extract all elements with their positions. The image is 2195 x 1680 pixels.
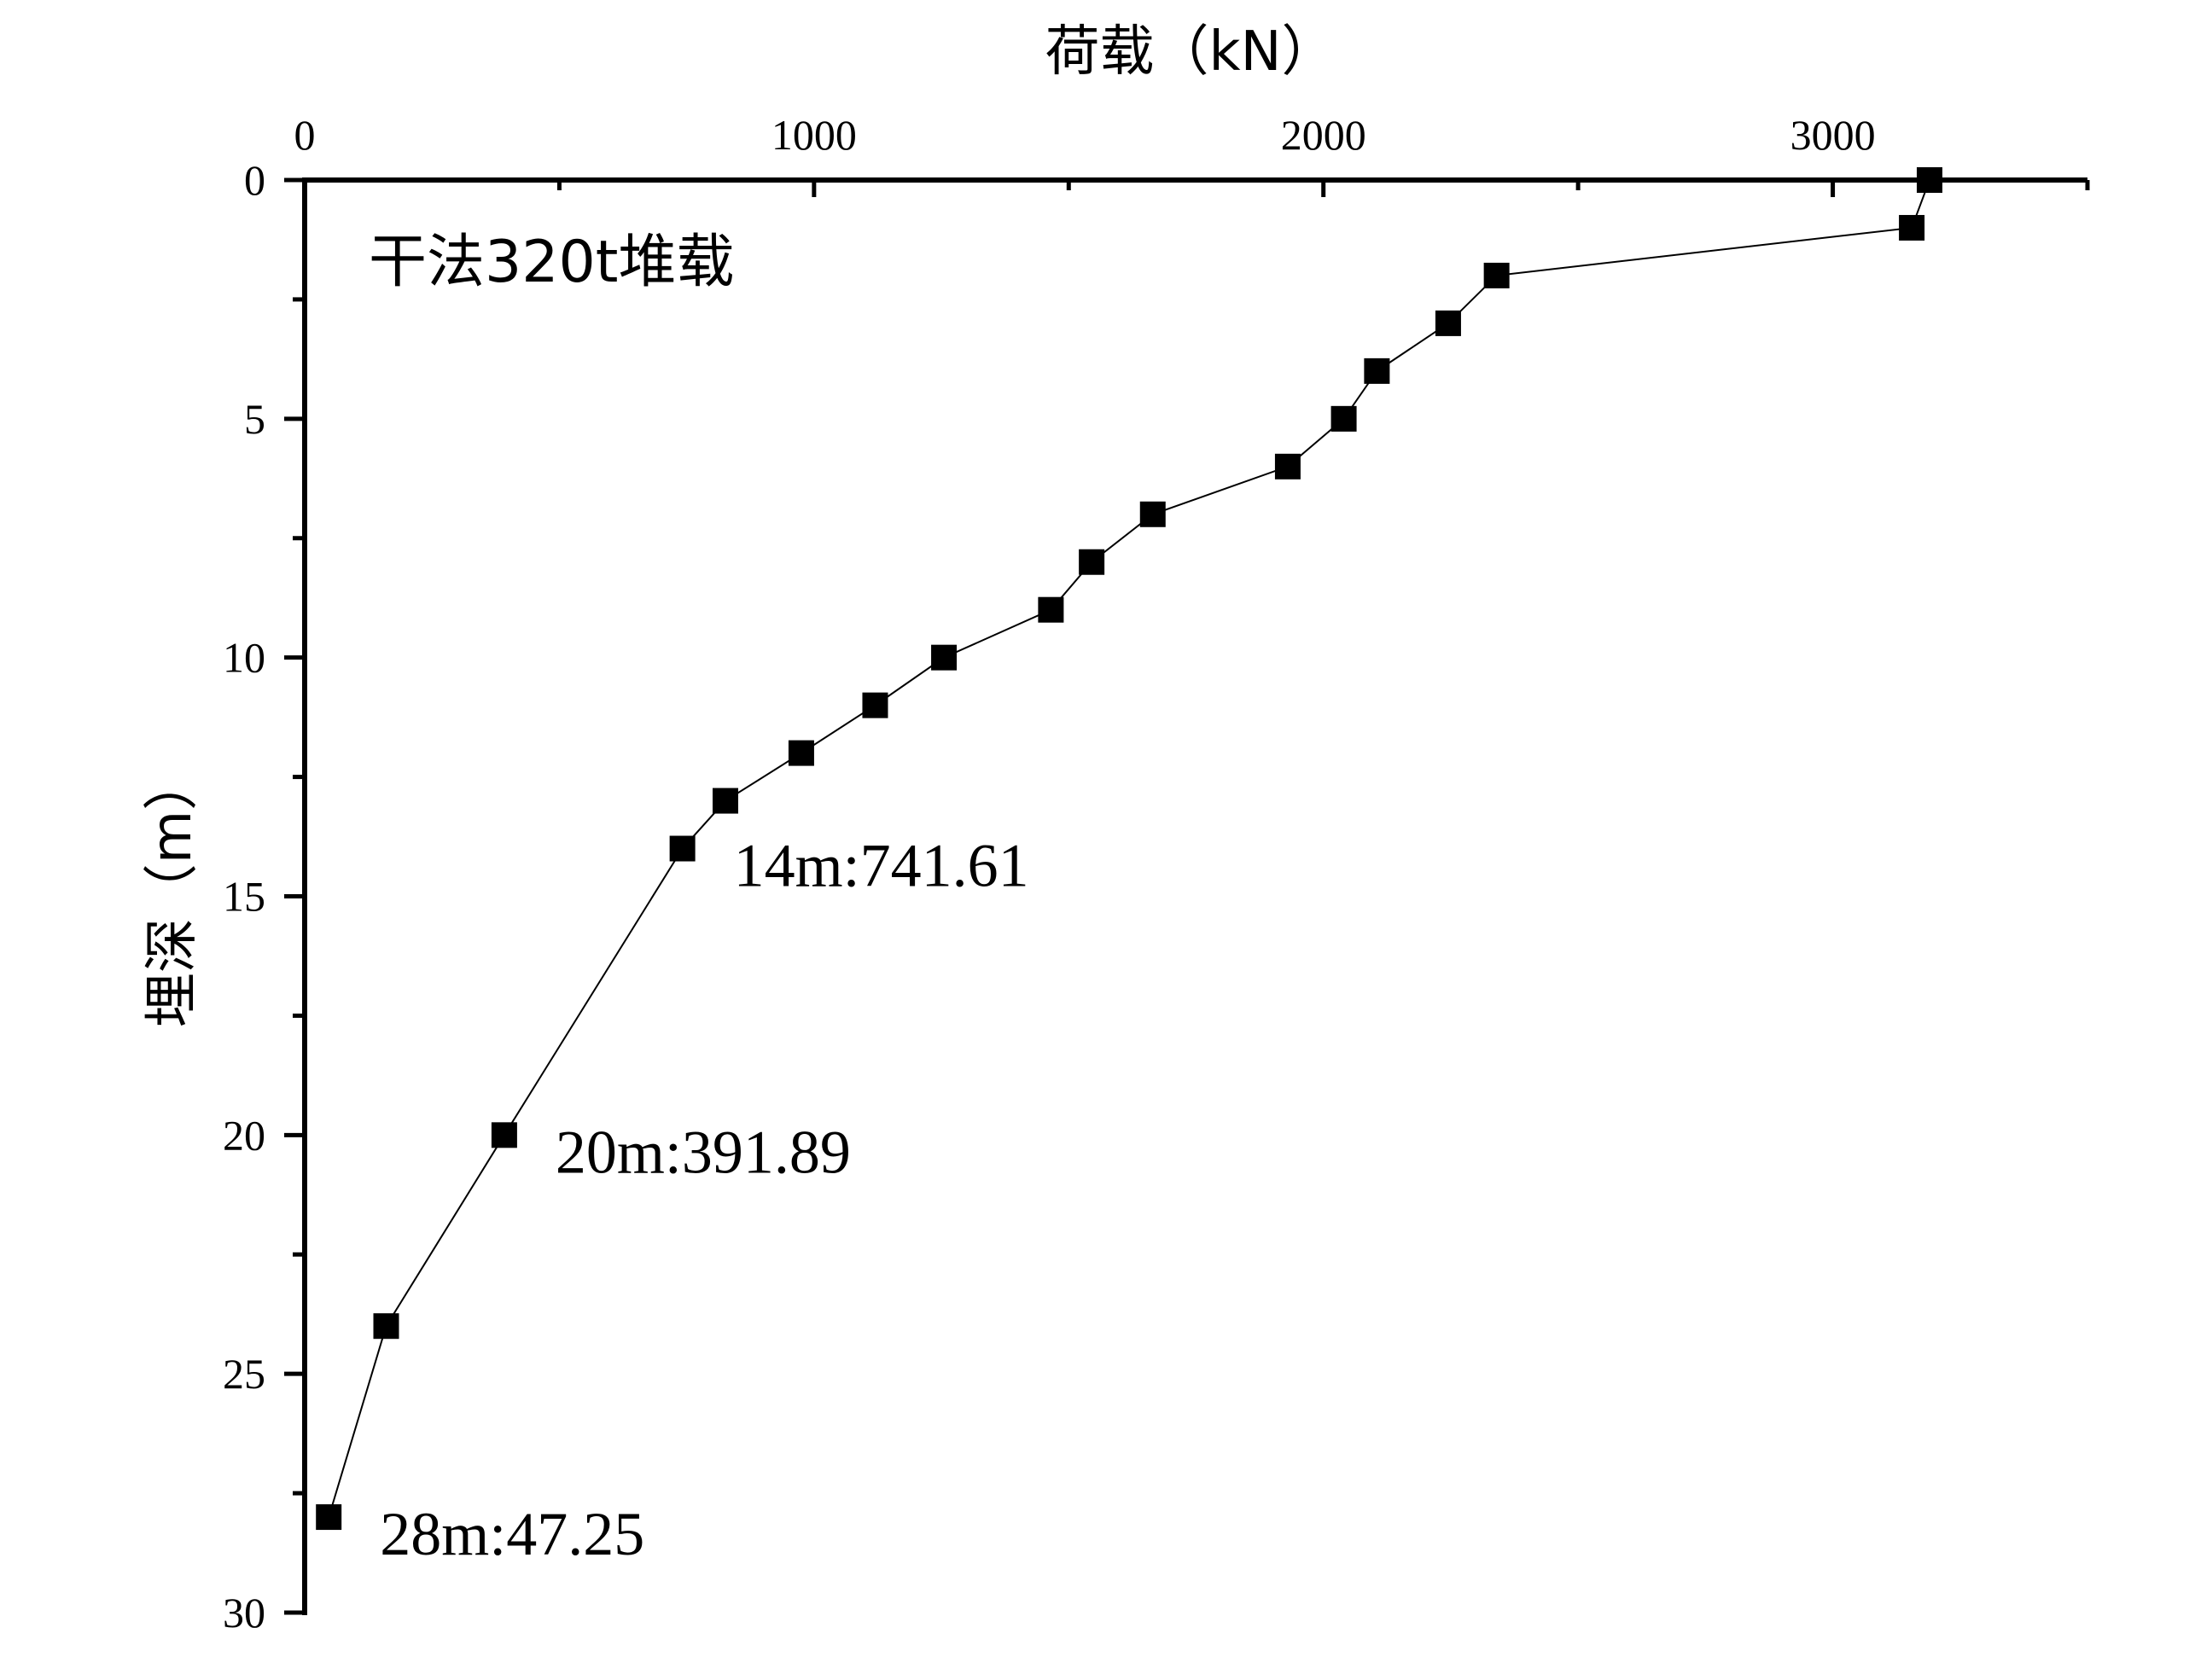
data-point-marker — [1435, 310, 1461, 336]
y-tick-label: 15 — [223, 873, 265, 921]
data-point-marker — [1274, 453, 1301, 480]
series-line — [328, 179, 1930, 1518]
y-tick-label: 0 — [244, 156, 265, 204]
data-point-marker — [491, 1122, 517, 1148]
data-point-marker — [1139, 501, 1166, 527]
chart-label: 干法320t堆载 — [369, 229, 734, 296]
y-tick-label: 30 — [223, 1589, 265, 1636]
y-tick-label: 5 — [244, 395, 265, 443]
data-point-marker — [1038, 596, 1064, 623]
ticks: 0 1000 2000 3000 0 5 10 15 20 25 30 — [223, 111, 2090, 1636]
x-tick-label: 0 — [294, 111, 316, 159]
data-point-marker — [713, 788, 739, 814]
data-point-marker — [1079, 549, 1105, 575]
annotations: 14m:741.61 20m:391.89 28m:47.25 — [380, 832, 1028, 1569]
x-tick-label: 1000 — [771, 111, 857, 159]
data-point-marker — [931, 644, 958, 671]
data-annotation: 20m:391.89 — [556, 1118, 851, 1186]
axes — [302, 177, 2087, 1615]
data-annotation: 28m:47.25 — [380, 1500, 644, 1568]
x-tick-label: 2000 — [1281, 111, 1366, 159]
x-axis-title: 荷载（kN） — [1045, 20, 1336, 84]
series-polyline — [328, 179, 1930, 1518]
data-point-marker — [862, 692, 888, 718]
data-point-marker — [373, 1313, 399, 1340]
data-annotation: 14m:741.61 — [734, 832, 1029, 900]
y-tick-label: 20 — [223, 1111, 265, 1159]
data-point-marker — [316, 1504, 342, 1531]
y-tick-label: 25 — [223, 1350, 265, 1398]
data-point-marker — [1899, 214, 1925, 241]
data-point-marker — [788, 740, 814, 766]
data-point-marker — [669, 835, 696, 862]
y-axis-title: 埋深（m） — [141, 756, 204, 1027]
data-point-marker — [1364, 358, 1390, 384]
y-tick-label: 10 — [223, 634, 265, 682]
markers — [316, 167, 1942, 1531]
data-point-marker — [1483, 262, 1510, 288]
data-point-marker — [1916, 167, 1942, 193]
data-point-marker — [1330, 405, 1357, 432]
x-tick-label: 3000 — [1790, 111, 1876, 159]
